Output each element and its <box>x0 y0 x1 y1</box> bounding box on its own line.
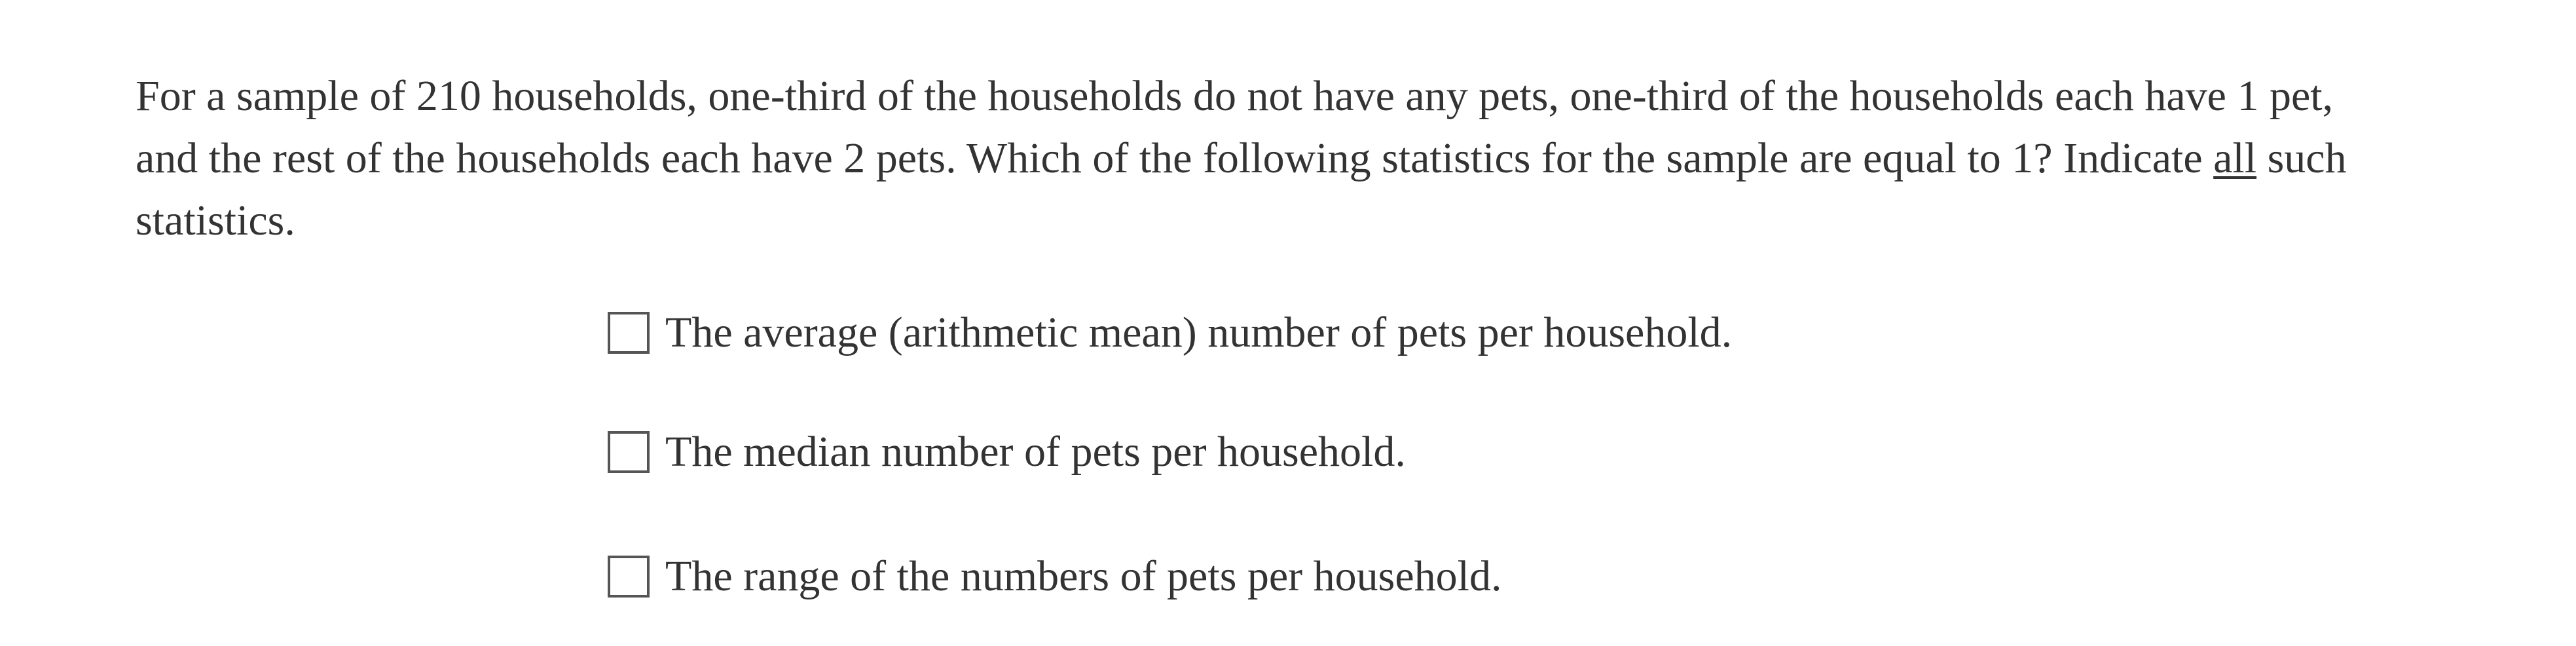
question-line-2-end: such <box>2256 134 2347 182</box>
emphasis-all: all <box>2213 134 2257 182</box>
option-label: The average (arithmetic mean) number of … <box>665 309 1733 356</box>
question-line-2: and the rest of the households each have… <box>136 137 2347 180</box>
option-label: The range of the numbers of pets per hou… <box>665 552 1502 600</box>
checkbox-empty-icon[interactable] <box>608 312 650 354</box>
question-line-3: statistics. <box>136 197 295 244</box>
option-label: The median number of pets per household. <box>665 428 1406 476</box>
option-range[interactable]: The range of the numbers of pets per hou… <box>608 552 1501 601</box>
question-line-2-start: and the rest of the households each have… <box>136 134 2214 182</box>
option-median[interactable]: The median number of pets per household. <box>608 427 1406 477</box>
checkbox-empty-icon[interactable] <box>608 556 650 598</box>
option-mean[interactable]: The average (arithmetic mean) number of … <box>608 308 1732 358</box>
checkbox-empty-icon[interactable] <box>608 431 650 473</box>
question-line-1: For a sample of 210 households, one-thir… <box>136 72 2334 120</box>
